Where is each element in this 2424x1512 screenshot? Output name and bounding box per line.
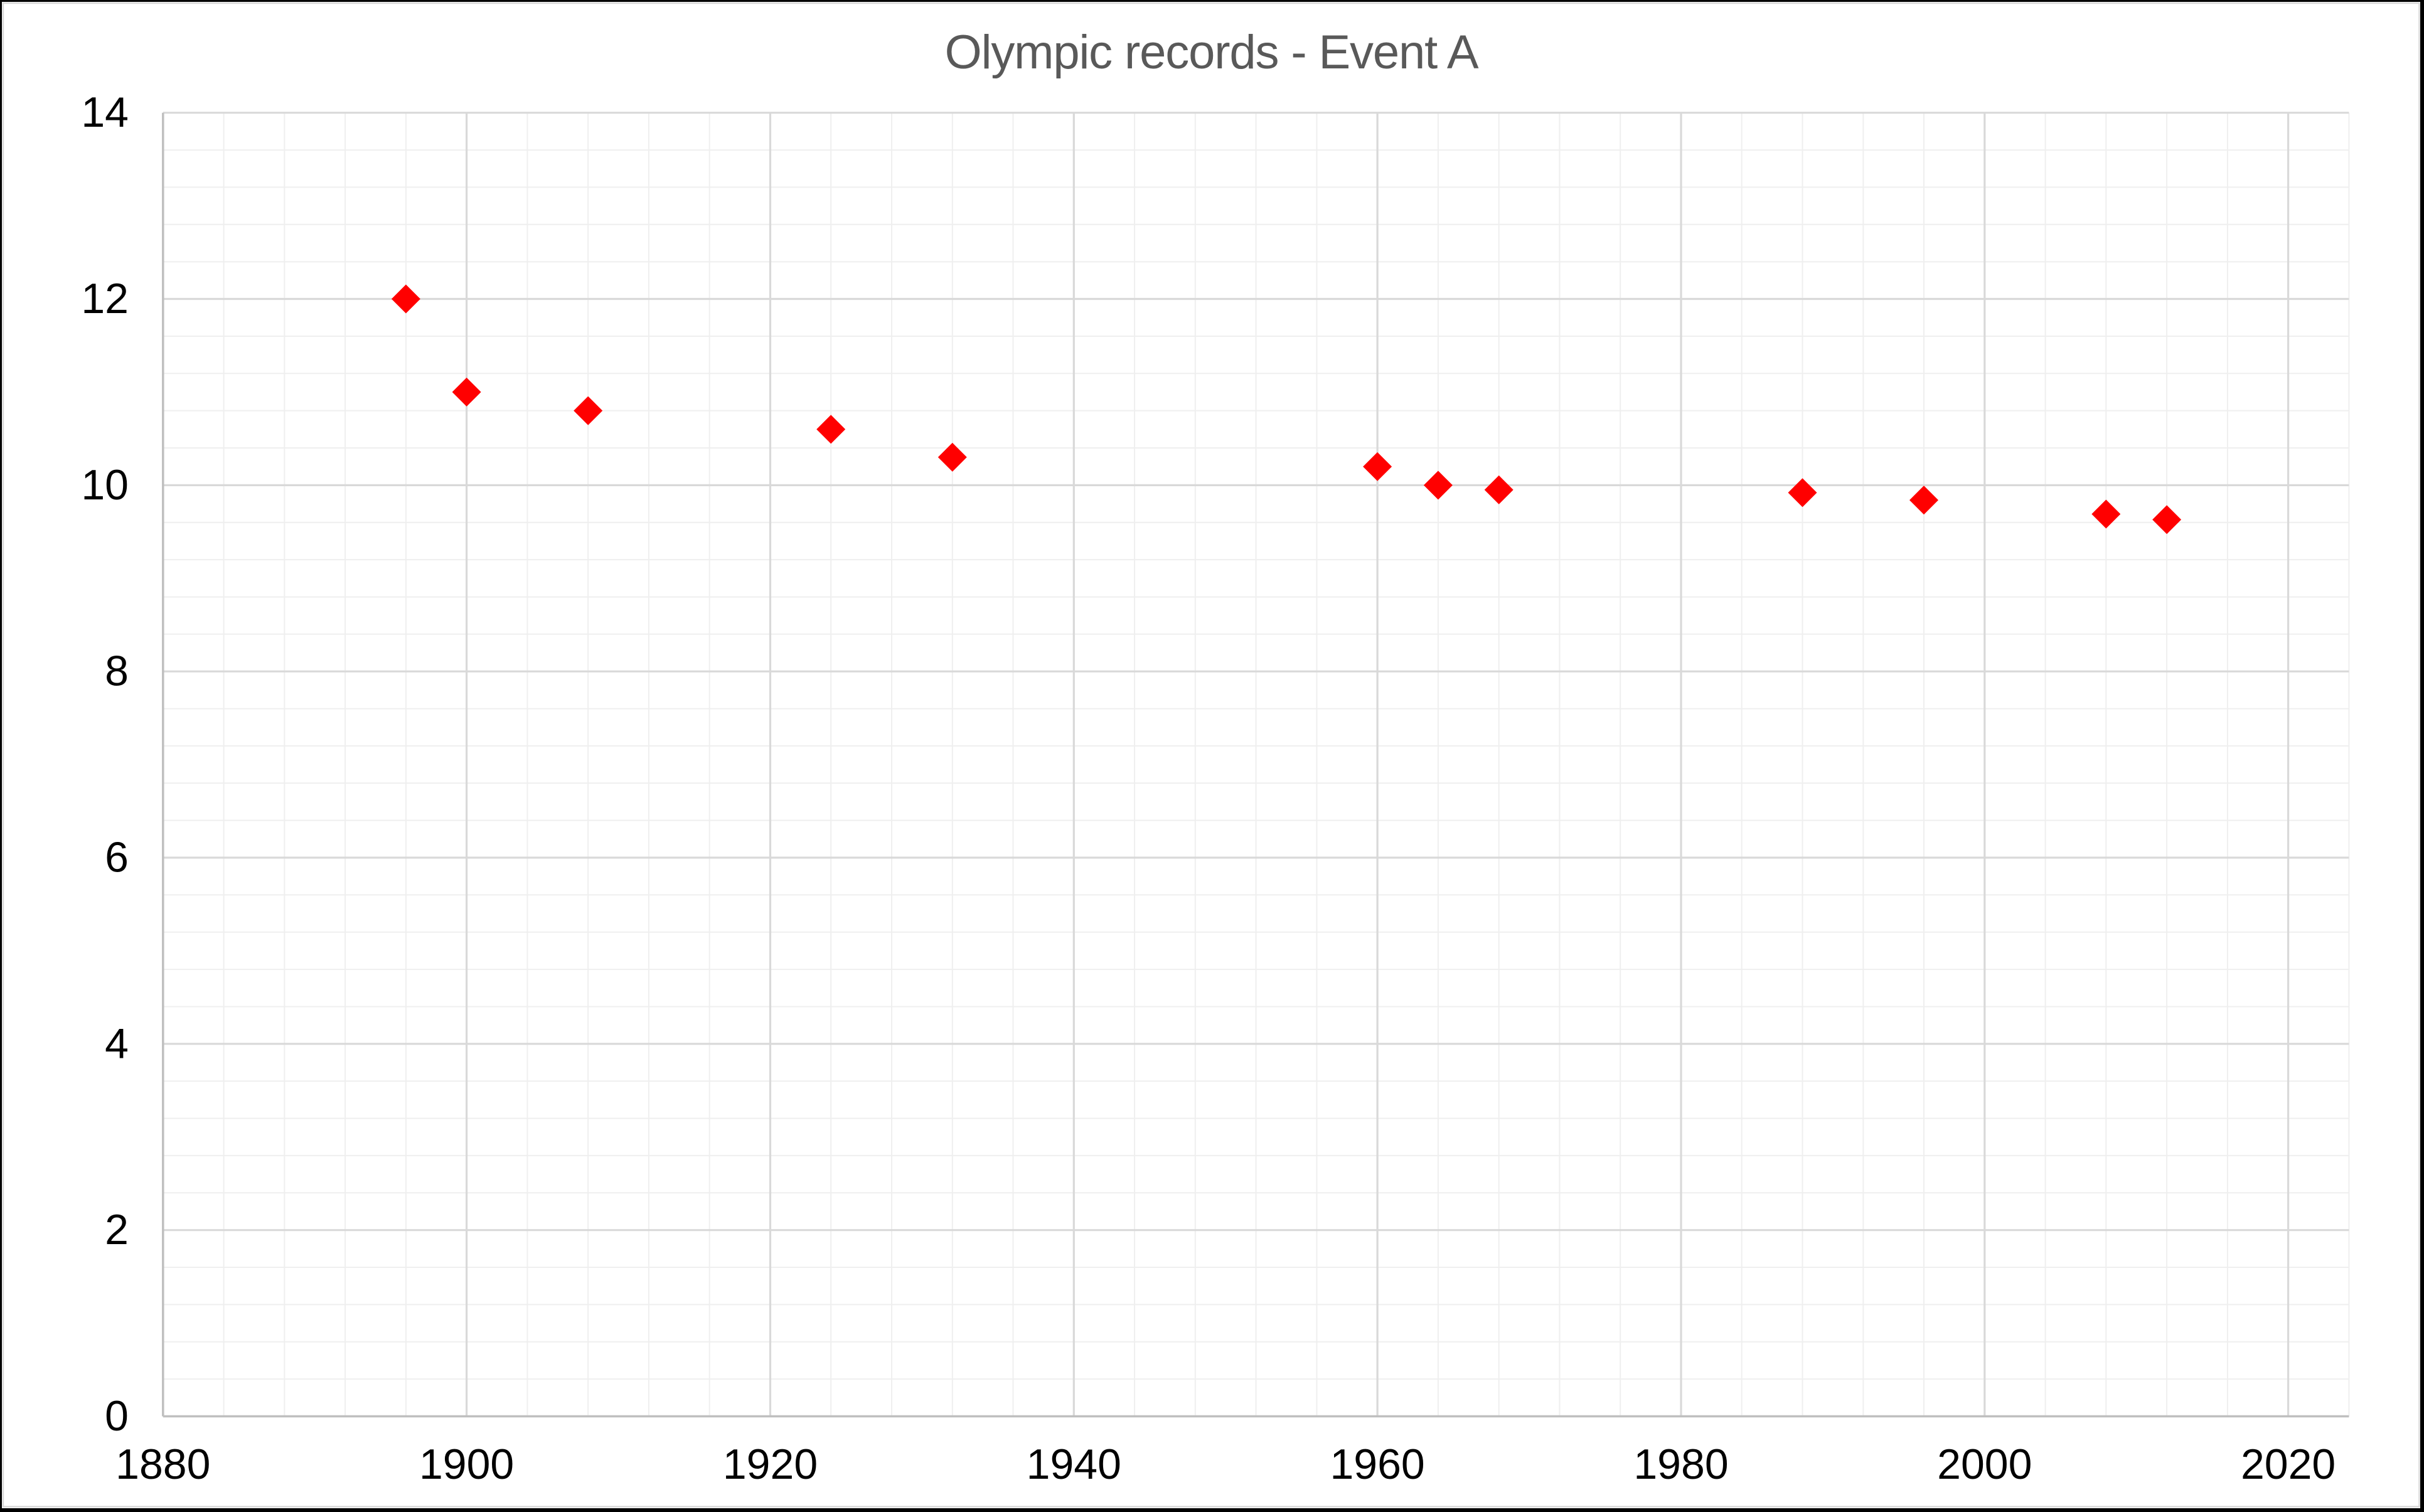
svg-text:14: 14 [81,88,129,136]
svg-text:10: 10 [81,461,129,509]
svg-text:2000: 2000 [1937,1440,2032,1488]
svg-text:1980: 1980 [1633,1440,1728,1488]
svg-text:1920: 1920 [723,1440,818,1488]
svg-text:Olympic records - Event A: Olympic records - Event A [945,26,1479,79]
svg-text:0: 0 [105,1392,129,1440]
svg-text:2: 2 [105,1206,129,1254]
svg-text:1940: 1940 [1027,1440,1121,1488]
svg-text:6: 6 [105,834,129,881]
svg-text:1880: 1880 [115,1440,210,1488]
svg-text:2020: 2020 [2241,1440,2336,1488]
svg-text:12: 12 [81,275,129,322]
svg-text:8: 8 [105,647,129,695]
svg-text:1900: 1900 [419,1440,514,1488]
svg-text:4: 4 [105,1020,129,1067]
svg-text:1960: 1960 [1330,1440,1424,1488]
